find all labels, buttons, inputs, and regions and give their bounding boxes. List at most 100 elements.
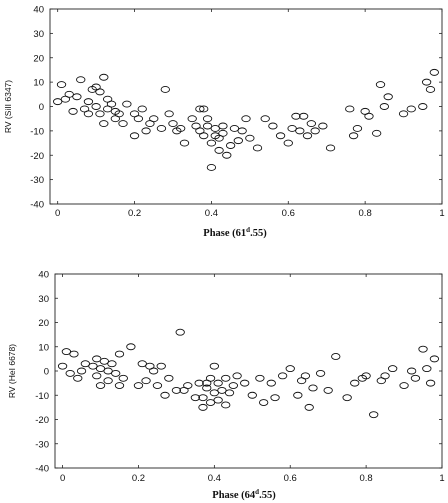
data-point: [202, 115, 213, 123]
data-point: [222, 151, 232, 159]
data-point: [310, 127, 320, 135]
data-point: [76, 76, 86, 84]
x-tick-label: 0: [55, 208, 60, 219]
data-point: [65, 369, 75, 377]
data-point: [72, 93, 82, 101]
x-tick-label: 0.2: [128, 208, 141, 219]
data-point: [218, 129, 228, 137]
data-point: [175, 328, 185, 336]
x-tick-label: 0.6: [284, 473, 297, 484]
data-point: [149, 115, 159, 123]
data-point: [199, 105, 209, 113]
data-point: [375, 81, 386, 89]
y-tick-label: 30: [33, 29, 44, 40]
data-point: [240, 379, 250, 387]
data-point: [369, 411, 379, 419]
data-point: [141, 377, 151, 385]
data-point: [293, 391, 303, 399]
data-point: [95, 382, 106, 389]
data-point: [148, 367, 159, 375]
data-point: [95, 365, 106, 373]
data-point: [114, 382, 125, 389]
data-point: [252, 144, 263, 152]
scatter-panel-hei: RV (HeI 6678) Phase (64d.55) -40 -30 -20 -1…: [7, 270, 445, 502]
data-point: [187, 115, 197, 123]
data-point: [179, 139, 190, 147]
data-point: [168, 120, 178, 128]
data-point: [364, 112, 374, 120]
data-point: [285, 365, 295, 373]
data-point: [205, 399, 216, 406]
data-point: [164, 374, 174, 382]
y-tick-label: 20: [38, 318, 49, 329]
data-point: [209, 362, 220, 370]
data-point: [202, 384, 212, 392]
data-point: [152, 382, 163, 389]
data-point: [306, 120, 316, 128]
data-point: [199, 132, 209, 140]
y-tick-label: 20: [33, 53, 44, 64]
x-axis-label: Phase (64d.55): [212, 488, 276, 501]
data-point: [69, 350, 79, 358]
data-point: [99, 120, 109, 128]
y-tick-label: 30: [38, 294, 49, 305]
data-point: [129, 132, 140, 140]
data-point: [379, 103, 390, 110]
y-tick-label: 10: [33, 78, 44, 89]
data-point: [53, 98, 63, 106]
data-point: [388, 365, 398, 373]
data-point: [111, 369, 121, 377]
data-point: [95, 110, 105, 118]
data-point: [156, 362, 166, 370]
data-point: [190, 394, 201, 402]
data-point: [217, 386, 227, 394]
data-point: [221, 401, 231, 409]
data-point: [398, 110, 409, 118]
data-point: [221, 374, 231, 382]
x-tick-label: 1: [439, 473, 444, 484]
data-point: [308, 384, 318, 392]
data-point: [277, 372, 288, 380]
data-point: [213, 379, 223, 387]
y-tick-label: -20: [30, 151, 44, 162]
x-tick-label: 0.6: [282, 208, 295, 219]
x-axis-label: Phase (61d.55): [203, 226, 267, 239]
data-point: [137, 105, 147, 113]
x-tick-label: 0.8: [360, 473, 373, 484]
y-axis-label: RV (SiII 6347): [3, 80, 13, 133]
data-point: [92, 355, 102, 363]
data-point: [56, 81, 67, 89]
data-point: [133, 115, 144, 123]
data-point: [410, 374, 421, 382]
data-point: [137, 360, 147, 368]
data-point: [304, 403, 314, 411]
data-point: [88, 362, 98, 370]
data-point: [202, 122, 213, 130]
data-point: [270, 394, 280, 402]
data-point: [214, 146, 224, 154]
data-point: [83, 110, 94, 118]
y-tick-label: 40: [33, 5, 44, 16]
y-tick-label: 0: [44, 367, 49, 378]
data-point: [114, 110, 124, 118]
data-point: [302, 132, 313, 140]
data-point: [209, 389, 220, 397]
data-point: [350, 379, 360, 387]
data-point: [255, 374, 265, 382]
data-point: [421, 78, 432, 86]
data-point: [399, 382, 409, 389]
data-point: [232, 372, 242, 380]
data-point: [247, 391, 257, 399]
data-point: [318, 122, 328, 130]
data-point: [198, 394, 208, 402]
data-point: [287, 124, 297, 132]
y-tick-label: -30: [30, 175, 44, 186]
x-tick-label: 0.8: [359, 208, 372, 219]
data-point: [210, 124, 220, 132]
data-point: [160, 85, 170, 93]
data-point: [348, 132, 359, 140]
data-point: [156, 124, 167, 132]
data-point: [228, 382, 238, 389]
data-point: [418, 103, 428, 110]
